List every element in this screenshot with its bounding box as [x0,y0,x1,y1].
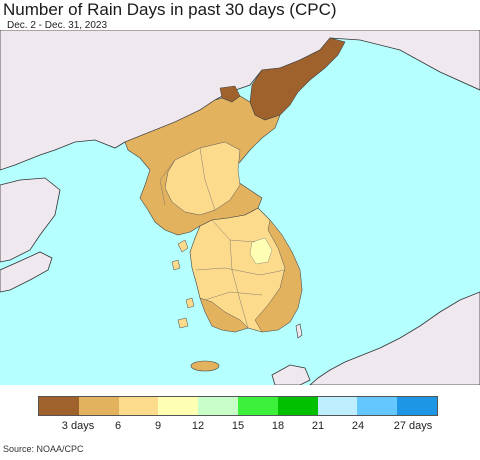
color-legend [38,396,438,416]
legend-swatch [237,397,278,415]
tsushima-island [295,323,303,339]
legend-swatch [39,397,79,415]
legend-tick-label: 6 [114,420,122,432]
nk-interior-mid [164,141,241,216]
legend-swatch [357,397,398,415]
legend-tick-label: 15 [231,420,245,432]
sk-light-patch [249,237,273,265]
japan-kyushu [271,364,311,385]
jeju-island [190,360,220,372]
legend-swatch [198,397,238,415]
legend-swatch [118,397,159,415]
date-range: Dec. 2 - Dec. 31, 2023 [7,20,108,31]
legend-swatch [397,397,437,415]
japan-landmass [309,291,480,385]
legend-tick-label: 21 [311,420,325,432]
legend-tick-label: 27 days [393,420,433,432]
legend-tick-label: 24 [351,420,365,432]
china-coast-west [0,177,61,263]
map-title: Number of Rain Days in past 30 days (CPC… [3,0,337,19]
legend-tick-label: 18 [271,420,285,432]
legend-swatch [158,397,199,415]
legend-swatch [78,397,119,415]
legend-tick-label: 3 days [61,420,95,432]
rain-days-map [0,30,480,385]
legend-tick-label: 12 [191,420,205,432]
shandong-peninsula [0,251,53,293]
sk-east-band [254,219,303,333]
province-boundaries [159,147,286,329]
source-credit: Source: NOAA/CPC [3,444,84,454]
legend-tick-label: 9 [154,420,162,432]
legend-swatch [277,397,318,415]
sk-south-coast [199,297,249,333]
west-islands [171,239,195,329]
legend-swatch [317,397,358,415]
